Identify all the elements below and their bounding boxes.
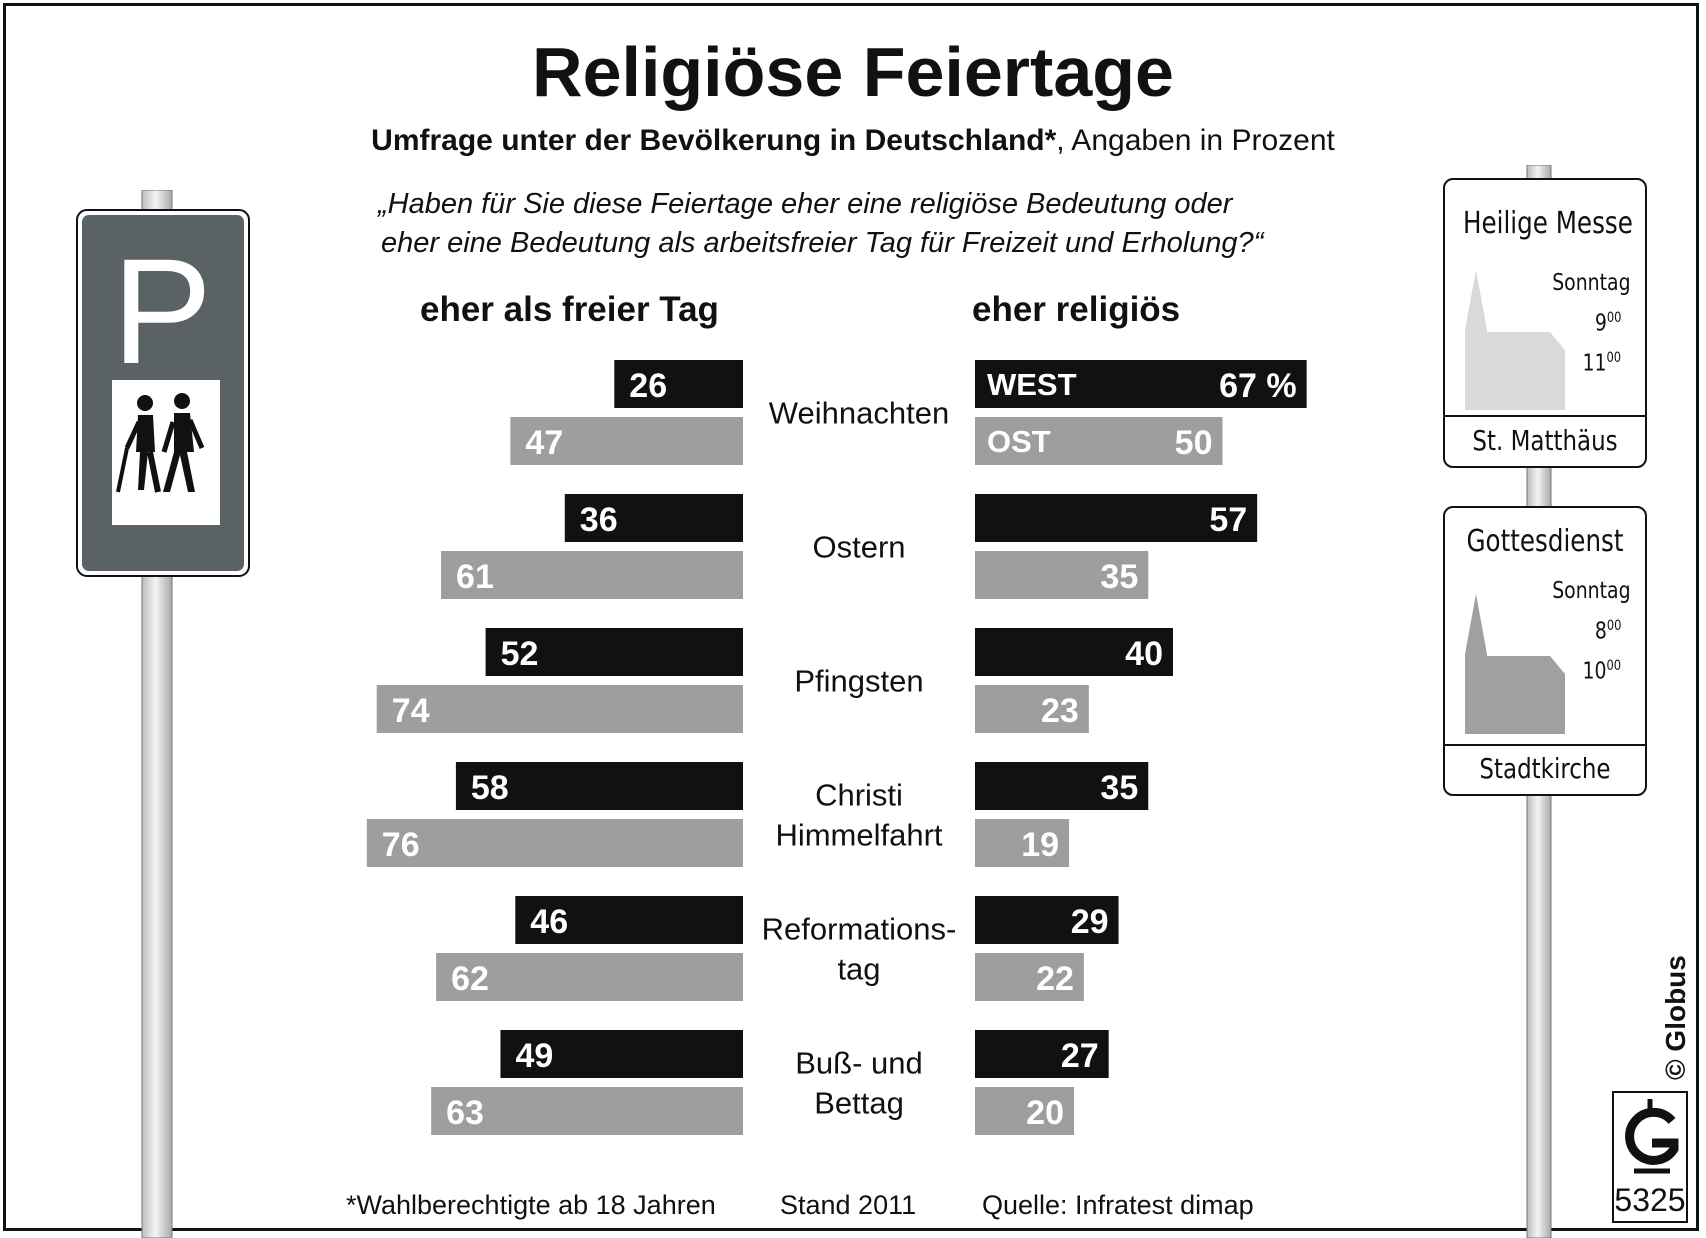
- mass-sign-time-1: 900: [1594, 310, 1621, 337]
- label-left-ost: 62: [451, 960, 489, 998]
- label-left-west: 26: [629, 367, 667, 405]
- stand-date: Stand 2011: [780, 1190, 917, 1220]
- mass-sign: Heilige Messe Sonntag 900 1100 St. Matth…: [1443, 178, 1647, 468]
- service-sign: Gottesdienst Sonntag 800 1000 Stadtkirch…: [1443, 506, 1647, 796]
- globus-logo-icon: [1625, 1099, 1679, 1174]
- mass-sign-day: Sonntag: [1552, 270, 1631, 296]
- label-left-ost: 74: [392, 692, 430, 730]
- service-sign-time-1: 800: [1594, 618, 1621, 645]
- globus-logo-box: [1612, 1091, 1688, 1223]
- category-label: tag: [837, 952, 880, 987]
- hikers-icon: [116, 393, 205, 493]
- category-label: Pfingsten: [794, 664, 923, 699]
- survey-question-line-1: „Haben für Sie diese Feiertage eher eine…: [378, 188, 1233, 220]
- bar-left-west: [455, 762, 743, 810]
- bar-right-ost: [975, 953, 1084, 1001]
- bar-right-west: [975, 896, 1119, 944]
- bar-left-ost: [436, 953, 743, 1001]
- parking-sign: P: [76, 190, 250, 1238]
- label-left-west: 58: [471, 769, 509, 807]
- category-label: Bettag: [814, 1086, 904, 1121]
- label-right-west: 29: [1071, 903, 1109, 941]
- label-right-ost: 35: [1100, 558, 1138, 596]
- category-label: Ostern: [812, 530, 905, 565]
- category-label: Himmelfahrt: [775, 818, 942, 853]
- parking-letter: P: [112, 227, 212, 395]
- bar-left-west: [515, 896, 743, 944]
- footnote: *Wahlberechtigte ab 18 Jahren: [346, 1190, 716, 1220]
- bar-left-ost: [431, 1087, 743, 1135]
- label-left-ost: 47: [525, 424, 563, 462]
- label-right-ost: 50: [1175, 424, 1213, 462]
- church-icon: [1465, 270, 1565, 410]
- label-right-ost: 19: [1021, 826, 1059, 864]
- legend-ost: OST: [987, 424, 1051, 459]
- church-icon: [1465, 594, 1565, 734]
- service-sign-title: Gottesdienst: [1466, 524, 1624, 559]
- label-right-west: 27: [1061, 1037, 1099, 1075]
- bar-right-west: [975, 762, 1149, 810]
- category-label: Reformations-: [762, 912, 957, 947]
- label-right-ost: 20: [1026, 1094, 1064, 1132]
- survey-question-line-2: eher eine Bedeutung als arbeitsfreier Ta…: [381, 227, 1264, 259]
- mass-sign-title: Heilige Messe: [1463, 206, 1633, 241]
- bar-right-ost: [975, 685, 1089, 733]
- label-left-west: 52: [501, 635, 539, 673]
- bar-left-ost: [510, 417, 743, 465]
- label-right-west: 40: [1125, 635, 1163, 673]
- category-label: Christi: [815, 778, 903, 813]
- category-label: Buß- und: [795, 1046, 923, 1081]
- graphic-number: 5325: [1614, 1182, 1686, 1218]
- legend-west: WEST: [987, 367, 1077, 402]
- bar-right-west: [975, 628, 1173, 676]
- service-sign-time-2: 1000: [1582, 658, 1621, 685]
- bar-right-west: [975, 1030, 1109, 1078]
- label-left-west: 36: [580, 501, 618, 539]
- bar-right-ost: [975, 819, 1070, 867]
- bar-right-ost: [975, 1087, 1074, 1135]
- subtitle-rest: , Angaben in Prozent: [1056, 124, 1335, 157]
- service-sign-church-name: Stadtkirche: [1479, 752, 1611, 785]
- service-sign-day: Sonntag: [1552, 578, 1631, 604]
- mass-sign-time-2: 1100: [1582, 350, 1621, 377]
- bar-left-ost: [376, 685, 743, 733]
- right-column-heading: eher religiös: [972, 290, 1181, 329]
- category-label: Weihnachten: [769, 396, 949, 431]
- left-column-heading: eher als freier Tag: [420, 290, 719, 329]
- outer-frame: [3, 3, 1699, 1231]
- label-right-west: 67 %: [1219, 367, 1297, 405]
- bar-left-west: [564, 494, 743, 542]
- label-right-west: 57: [1209, 501, 1247, 539]
- chart-subtitle: Umfrage unter der Bevölkerung in Deutsch…: [0, 124, 1706, 158]
- bar-right-ost: [975, 417, 1223, 465]
- mass-sign-church-name: St. Matthäus: [1472, 424, 1618, 457]
- subtitle-bold: Umfrage unter der Bevölkerung in Deutsch…: [371, 124, 1057, 157]
- label-left-ost: 76: [382, 826, 420, 864]
- label-right-west: 35: [1100, 769, 1138, 807]
- label-left-west: 49: [515, 1037, 553, 1075]
- label-left-ost: 63: [446, 1094, 484, 1132]
- label-right-ost: 22: [1036, 960, 1074, 998]
- bar-right-ost: [975, 551, 1149, 599]
- bar-left-ost: [366, 819, 743, 867]
- bar-right-west: [975, 360, 1307, 408]
- label-right-ost: 23: [1041, 692, 1079, 730]
- bar-right-west: [975, 494, 1258, 542]
- bar-left-west: [485, 628, 743, 676]
- label-left-ost: 61: [456, 558, 494, 596]
- chart-title: Religiöse Feiertage: [532, 33, 1174, 111]
- bar-left-west: [500, 1030, 743, 1078]
- bar-left-west: [614, 360, 743, 408]
- label-left-west: 46: [530, 903, 568, 941]
- copyright-globus: © Globus: [1660, 955, 1691, 1080]
- bar-left-ost: [441, 551, 743, 599]
- source: Quelle: Infratest dimap: [982, 1190, 1254, 1220]
